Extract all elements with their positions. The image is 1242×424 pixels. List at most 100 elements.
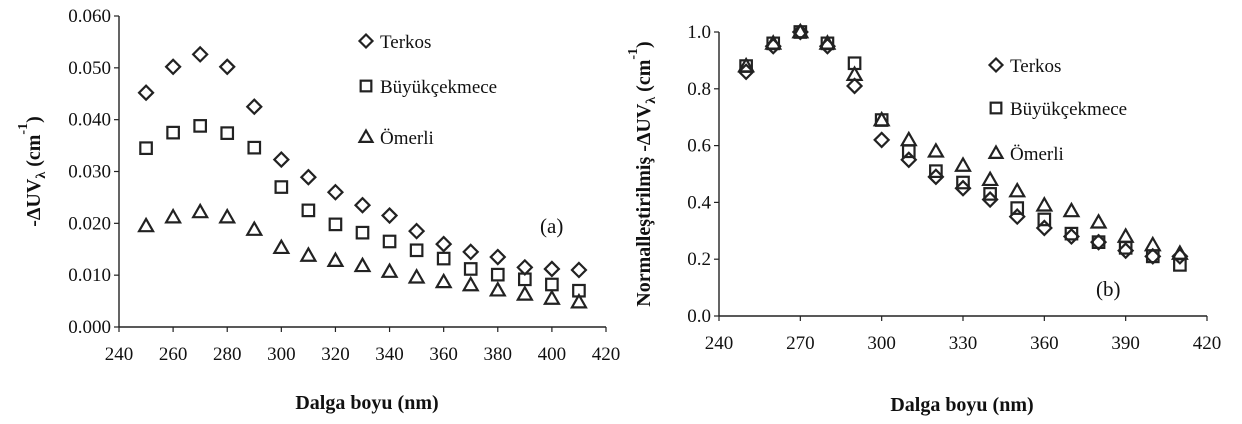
data-point — [1170, 244, 1189, 260]
series-büyükçekmece — [139, 119, 586, 298]
data-point — [570, 261, 588, 279]
x-tick-label: 380 — [484, 344, 513, 365]
legend-label: Ömerli — [1010, 144, 1064, 165]
data-point — [542, 289, 561, 305]
x-axis-title: Dalga boyu (nm) — [890, 394, 1033, 416]
data-point — [191, 45, 209, 63]
y-axis-title-part: λ — [644, 97, 659, 104]
series-büyükçekmece — [739, 25, 1187, 272]
y-tick-label: 0.8 — [687, 79, 711, 100]
data-point — [926, 142, 945, 158]
data-point — [218, 207, 237, 224]
panel-label: (b) — [1096, 277, 1121, 301]
x-tick-label: 320 — [321, 344, 350, 365]
y-tick-label: 1.0 — [687, 22, 711, 43]
x-tick-label: 300 — [267, 344, 296, 365]
data-point — [380, 207, 399, 225]
data-point — [164, 207, 183, 224]
data-point — [218, 58, 236, 76]
y-tick-label: 0.050 — [68, 58, 111, 79]
y-axis-title-part: Normalleştirilmiş -ΔUV — [633, 103, 655, 307]
x-tick-label: 360 — [429, 344, 458, 365]
data-point — [299, 168, 317, 186]
y-tick-label: 0.2 — [687, 249, 711, 270]
data-point — [353, 196, 372, 214]
data-point — [301, 203, 316, 218]
data-point — [873, 131, 891, 149]
y-tick-label: 0.000 — [68, 317, 111, 338]
data-point — [272, 238, 291, 255]
x-tick-label: 300 — [867, 333, 896, 354]
data-point — [193, 119, 208, 133]
x-tick-label: 340 — [375, 344, 404, 365]
data-point — [791, 22, 810, 39]
panel-label: (a) — [540, 214, 563, 238]
x-tick-label: 260 — [159, 344, 188, 365]
data-point — [515, 285, 534, 301]
x-tick-label: 280 — [213, 344, 242, 365]
series-ömerli — [137, 202, 588, 309]
y-axis-title-part: λ — [34, 172, 49, 179]
data-point — [1064, 226, 1079, 241]
y-tick-label: 0.030 — [68, 162, 111, 183]
data-point — [818, 34, 837, 50]
data-point — [764, 34, 783, 50]
data-point — [328, 217, 343, 232]
data-point — [1008, 181, 1027, 198]
y-axis-title: -ΔUVλ (cm-1) — [16, 116, 49, 227]
data-point — [1062, 201, 1081, 218]
data-point — [981, 170, 1000, 187]
data-point — [139, 141, 153, 156]
y-axis-title-part: (cm — [633, 59, 655, 97]
data-point — [191, 202, 210, 219]
data-point — [845, 77, 864, 95]
data-point — [272, 151, 290, 169]
data-point — [436, 251, 451, 266]
data-point — [462, 243, 480, 261]
data-point — [956, 175, 970, 190]
data-point — [845, 65, 864, 81]
data-point — [408, 222, 426, 240]
data-point — [929, 164, 943, 178]
x-tick-label: 420 — [1193, 333, 1222, 354]
data-point — [1116, 227, 1135, 243]
y-tick-label: 0.0 — [687, 306, 711, 327]
data-point — [164, 58, 182, 76]
data-point — [355, 225, 370, 240]
legend-marker — [357, 128, 375, 143]
data-point — [409, 243, 424, 258]
y-tick-label: 0.060 — [68, 6, 111, 27]
y-tick-label: 0.040 — [68, 110, 111, 131]
y-tick-label: 0.020 — [68, 213, 111, 234]
series-terkos — [137, 45, 588, 279]
data-point — [380, 262, 399, 278]
data-point — [245, 98, 263, 116]
data-point — [517, 272, 532, 287]
legend-marker — [987, 56, 1005, 74]
data-point — [326, 183, 345, 201]
data-point — [543, 260, 561, 278]
x-tick-label: 400 — [538, 344, 567, 365]
x-tick-label: 270 — [786, 333, 815, 354]
legend-label: Büyükçekmece — [380, 77, 497, 98]
series-terkos — [737, 23, 1189, 265]
data-point — [326, 251, 345, 268]
data-point — [737, 56, 756, 73]
data-point — [137, 84, 155, 102]
chart-panel-a: 240 260 280 300 320 340 360 380 400 420 0.000 0.010… — [16, 6, 620, 414]
chart-panel-b: 240 270 300 330 360 390 420 0.0 0.2 0.4 0.6 0.8 1.0 D… — [626, 22, 1221, 416]
y-axis-title-part: ) — [633, 41, 655, 48]
data-point — [570, 292, 588, 309]
data-point — [220, 126, 235, 140]
y-axis-title-part: (cm — [23, 134, 45, 172]
data-point — [353, 256, 372, 273]
data-point — [247, 140, 262, 155]
series-ömerli — [737, 22, 1189, 260]
x-tick-label: 240 — [105, 344, 134, 365]
x-tick-label: 360 — [1030, 333, 1059, 354]
data-point — [434, 272, 453, 289]
data-point — [983, 187, 997, 201]
data-point — [1091, 235, 1106, 249]
data-point — [435, 235, 453, 253]
